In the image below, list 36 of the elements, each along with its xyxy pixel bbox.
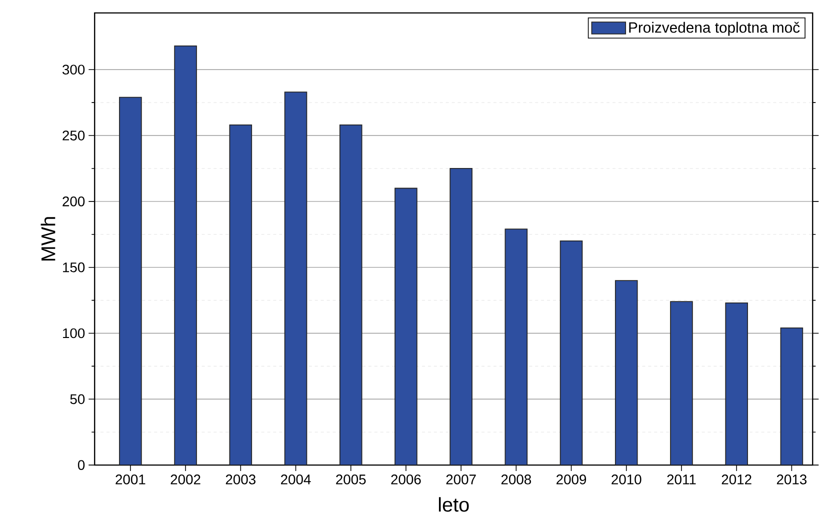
y-tick-label: 250 xyxy=(62,130,85,141)
bar xyxy=(614,280,638,466)
x-tick-label: 2005 xyxy=(336,474,366,484)
y-tick-label: 200 xyxy=(62,196,85,206)
bar xyxy=(119,96,142,466)
bar xyxy=(339,124,362,466)
y-tick-label: 300 xyxy=(62,64,85,75)
y-tick-label: 0 xyxy=(78,460,85,470)
x-tick-label: 2012 xyxy=(722,474,752,484)
y-tick-label: 50 xyxy=(70,394,85,404)
x-tick-label: 2007 xyxy=(446,474,476,484)
bar xyxy=(450,168,472,466)
x-tick-label: 2010 xyxy=(612,474,642,484)
x-tick-label: 2002 xyxy=(170,474,200,484)
bar xyxy=(560,240,583,466)
x-tick-label: 2006 xyxy=(391,474,421,484)
x-tick-label: 2011 xyxy=(667,474,696,484)
x-tick-label: 2001 xyxy=(116,474,146,484)
bar xyxy=(670,301,693,466)
y-tick-label: 100 xyxy=(63,328,85,338)
bar xyxy=(174,46,197,466)
x-tick-label: 2013 xyxy=(776,474,807,484)
x-tick-label: 2003 xyxy=(226,474,256,484)
bar xyxy=(504,228,528,466)
x-tick-label: 2008 xyxy=(501,474,532,484)
bar xyxy=(394,188,418,466)
bar xyxy=(284,92,308,466)
x-tick-label: 2009 xyxy=(556,474,586,484)
bar xyxy=(780,328,804,466)
y-tick-label: 150 xyxy=(63,262,85,272)
y-axis-title: MWh xyxy=(40,217,56,261)
legend-label: Proizvedena toplotna moč xyxy=(629,22,800,36)
bar xyxy=(229,124,252,466)
bar xyxy=(725,302,748,466)
x-tick-label: 2004 xyxy=(280,474,311,484)
x-axis-title: leto xyxy=(438,497,469,512)
